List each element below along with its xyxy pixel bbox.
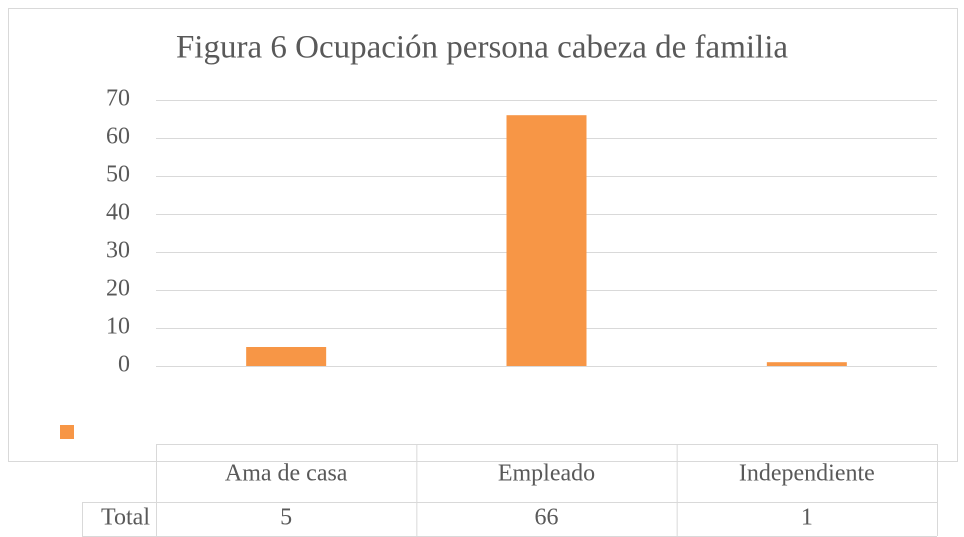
chart-title: Figura 6 Ocupación persona cabeza de fam…	[176, 30, 788, 66]
table-value: 1	[801, 505, 813, 531]
table-value: 5	[280, 505, 292, 531]
y-tick-label: 20	[106, 276, 130, 302]
category-label: Empleado	[498, 461, 595, 487]
y-tick-label: 10	[106, 314, 130, 340]
category-label: Ama de casa	[225, 461, 348, 487]
table-value: 66	[535, 505, 559, 531]
legend-key	[60, 425, 74, 439]
series-name: Total	[101, 505, 150, 531]
y-tick-label: 50	[106, 162, 130, 188]
category-label: Independiente	[739, 461, 875, 487]
y-tick-label: 60	[106, 124, 130, 150]
bar	[766, 362, 847, 366]
y-tick-label: 30	[106, 238, 130, 264]
bar	[246, 347, 327, 366]
chart-border	[8, 8, 958, 462]
y-tick-label: 0	[118, 352, 130, 378]
y-tick-label: 40	[106, 200, 130, 226]
bar	[506, 115, 587, 366]
y-tick-label: 70	[106, 86, 130, 112]
